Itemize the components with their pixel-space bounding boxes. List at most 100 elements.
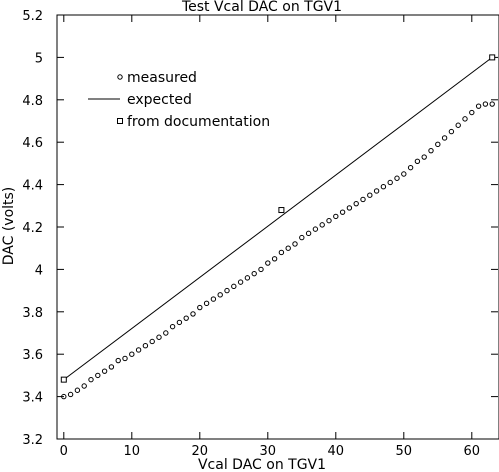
plot-frame xyxy=(56,14,499,440)
measured-point xyxy=(346,205,353,211)
measured-point xyxy=(142,343,149,349)
chart-title: Test Vcal DAC on TGV1 xyxy=(181,0,342,15)
legend-square-icon xyxy=(117,118,123,124)
measured-point xyxy=(278,249,285,256)
measured-point xyxy=(448,128,455,135)
measured-point xyxy=(265,260,271,266)
expected-line xyxy=(63,57,493,381)
legend-label: expected xyxy=(127,92,192,108)
y-tick-label: 4.4 xyxy=(22,179,43,194)
legend: measured expected from documentation xyxy=(88,70,270,130)
measured-point xyxy=(373,188,380,194)
measured-point xyxy=(339,209,346,215)
measured-point xyxy=(101,368,108,374)
x-tick-label: 10 xyxy=(124,444,141,459)
measured-point xyxy=(135,347,142,353)
measured-point xyxy=(414,158,421,164)
measured-point xyxy=(95,372,101,379)
y-tick-label: 4.2 xyxy=(22,221,43,236)
measured-point xyxy=(88,376,94,383)
measured-point xyxy=(360,196,366,203)
y-tick-label: 5.2 xyxy=(22,9,43,24)
measured-point xyxy=(469,109,475,116)
measured-point xyxy=(312,226,319,232)
x-tick-label: 50 xyxy=(396,444,413,459)
measured-point xyxy=(326,217,332,224)
y-tick-label: 3.4 xyxy=(22,391,43,406)
measured-point xyxy=(299,234,305,241)
measured-point xyxy=(353,200,359,207)
measured-point xyxy=(394,175,400,181)
measured-point xyxy=(441,135,448,141)
measured-point xyxy=(74,387,81,393)
measured-point xyxy=(407,164,414,171)
measured-point xyxy=(190,311,196,317)
measured-point xyxy=(271,256,278,262)
measured-point xyxy=(333,213,339,220)
measured-point xyxy=(244,275,251,281)
measured-point xyxy=(149,338,155,345)
measured-point xyxy=(176,319,183,326)
measured-point xyxy=(401,171,407,177)
chart-marks xyxy=(60,54,496,400)
x-tick-label: 40 xyxy=(328,444,345,459)
measured-point xyxy=(475,103,482,109)
measured-point xyxy=(285,245,291,251)
measured-point xyxy=(169,323,176,330)
measured-point xyxy=(258,266,264,273)
x-tick-label: 30 xyxy=(260,444,277,459)
legend-circle-icon xyxy=(117,74,123,80)
y-tick-label: 4.6 xyxy=(22,136,43,151)
measured-point xyxy=(122,355,128,362)
measured-point xyxy=(489,101,495,107)
x-tick-label: 60 xyxy=(464,444,481,459)
measured-point xyxy=(237,279,244,285)
measured-point xyxy=(231,283,237,290)
measured-point xyxy=(251,270,257,277)
measured-point xyxy=(482,101,489,107)
y-tick-label: 4 xyxy=(35,263,43,278)
measured-point xyxy=(203,300,210,307)
measured-point xyxy=(197,304,203,311)
documentation-point xyxy=(60,376,67,383)
y-tick-label: 3.8 xyxy=(22,306,43,321)
documentation-point xyxy=(489,54,496,61)
measured-point xyxy=(319,222,325,228)
y-axis-ticks: 3.2 3.4 3.6 3.8 4 4.2 4.4 4.6 4.8 5 5.2 xyxy=(22,9,498,448)
x-tick-label: 20 xyxy=(192,444,209,459)
measured-point xyxy=(428,147,434,154)
y-tick-label: 5 xyxy=(35,51,43,66)
measured-point xyxy=(183,315,189,321)
measured-point xyxy=(305,230,312,237)
y-axis-label: DAC (volts) xyxy=(1,187,17,266)
measured-point xyxy=(156,334,162,340)
measured-point xyxy=(210,296,217,302)
measured-point xyxy=(217,292,223,298)
y-tick-label: 3.6 xyxy=(22,348,43,363)
measured-point xyxy=(67,391,74,398)
documentation-point xyxy=(278,207,285,214)
measured-point xyxy=(462,116,468,122)
y-tick-label: 4.8 xyxy=(22,94,43,109)
measured-point xyxy=(61,393,67,400)
measured-point xyxy=(387,179,393,186)
measured-point xyxy=(292,241,298,247)
measured-point xyxy=(455,122,461,128)
measured-point xyxy=(129,351,135,357)
x-axis-label: Vcal DAC on TGV1 xyxy=(198,457,326,472)
measured-point xyxy=(224,287,230,294)
y-tick-label: 3.2 xyxy=(22,433,43,448)
measured-point xyxy=(435,141,441,148)
measured-point xyxy=(380,184,387,190)
measured-point xyxy=(367,192,373,198)
measured-point xyxy=(163,330,169,336)
measured-point xyxy=(115,357,121,364)
x-tick-label: 0 xyxy=(60,444,68,459)
legend-label: from documentation xyxy=(127,114,270,130)
x-axis-ticks: 0 10 20 30 40 50 60 xyxy=(60,15,480,459)
legend-label: measured xyxy=(127,70,197,86)
measured-point xyxy=(81,383,87,389)
measured-point xyxy=(421,154,427,160)
measured-point xyxy=(108,364,115,370)
